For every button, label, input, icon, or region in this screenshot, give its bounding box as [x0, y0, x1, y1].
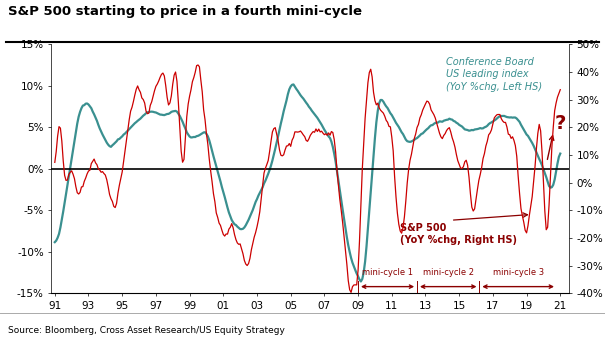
Text: S&P 500
(YoY %chg, Right HS): S&P 500 (YoY %chg, Right HS) [400, 223, 517, 245]
Text: ?: ? [555, 114, 566, 133]
Text: mini-cycle 2: mini-cycle 2 [423, 268, 474, 277]
Text: Conference Board
US leading index
(YoY %chg, Left HS): Conference Board US leading index (YoY %… [446, 57, 542, 92]
Text: Source: Bloomberg, Cross Asset Research/US Equity Strategy: Source: Bloomberg, Cross Asset Research/… [8, 326, 285, 335]
Text: mini-cycle 1: mini-cycle 1 [362, 268, 413, 277]
Text: mini-cycle 3: mini-cycle 3 [492, 268, 544, 277]
Text: S&P 500 starting to price in a fourth mini-cycle: S&P 500 starting to price in a fourth mi… [8, 4, 362, 18]
